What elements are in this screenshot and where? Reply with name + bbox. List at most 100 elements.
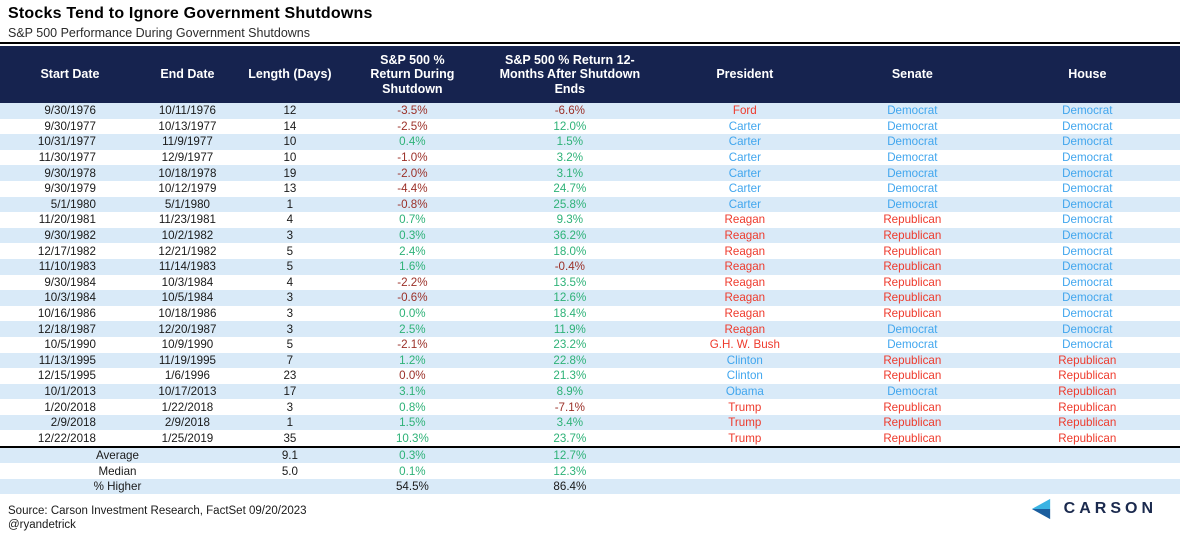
house-cell: Democrat <box>1062 307 1113 321</box>
end-date-cell: 12/21/1982 <box>158 244 217 258</box>
length-cell: 5 <box>286 244 294 258</box>
length-cell: 4 <box>286 213 294 227</box>
return-after-cell: 23.2% <box>553 338 587 352</box>
start-date-cell: 9/30/1984 <box>44 275 96 289</box>
return-during-cell: -0.6% <box>397 291 428 305</box>
president-cell: Reagan <box>724 244 766 258</box>
length-cell: 23 <box>283 369 297 383</box>
senate-cell: Democrat <box>887 384 938 398</box>
president-cell: Trump <box>728 431 762 445</box>
senate-cell: Democrat <box>887 104 938 118</box>
return-after-cell: -7.1% <box>554 400 585 414</box>
source-note: Source: Carson Investment Research, Fact… <box>8 504 307 533</box>
summary-after-cell: 86.4% <box>553 480 587 494</box>
president-cell: Carter <box>728 119 761 133</box>
senate-cell: Democrat <box>887 135 938 149</box>
end-date-cell: 12/20/1987 <box>158 322 217 336</box>
senate-cell: Democrat <box>887 322 938 336</box>
header-senate: Senate <box>891 67 933 82</box>
return-during-cell: 10.3% <box>395 431 429 445</box>
start-date-cell: 11/10/1983 <box>38 260 96 274</box>
end-date-cell: 1/22/2018 <box>161 400 214 414</box>
return-during-cell: 3.1% <box>399 384 426 398</box>
president-cell: Carter <box>728 166 761 180</box>
table-row: 10/1/2013 10/17/2013 17 3.1% 8.9% Obama … <box>0 383 1180 400</box>
carson-logo-text: CARSON <box>1063 500 1157 517</box>
return-after-cell: 22.8% <box>553 353 587 367</box>
president-cell: Reagan <box>724 322 766 336</box>
senate-cell: Democrat <box>887 151 938 165</box>
return-after-cell: 13.5% <box>553 275 587 289</box>
house-cell: Republican <box>1058 416 1117 430</box>
return-during-cell: -1.0% <box>397 151 428 165</box>
return-during-cell: 1.2% <box>399 353 426 367</box>
start-date-cell: 10/31/1977 <box>37 135 96 149</box>
return-during-cell: -2.0% <box>397 166 428 180</box>
end-date-cell: 10/2/1982 <box>161 229 214 243</box>
senate-cell: Democrat <box>887 197 938 211</box>
summary-length-cell: 9.1 <box>281 449 298 463</box>
senate-cell: Republican <box>883 307 942 321</box>
return-after-cell: 3.4% <box>556 416 584 430</box>
house-cell: Democrat <box>1062 119 1113 133</box>
summary-row: % Higher 54.5% 86.4% <box>0 478 1180 495</box>
return-during-cell: -3.5% <box>397 104 428 118</box>
social-handle: @ryandetrick <box>8 519 76 532</box>
table-row: 10/5/1990 10/9/1990 5 -2.1% 23.2% G.H. W… <box>0 337 1180 353</box>
house-cell: Republican <box>1058 400 1117 414</box>
return-during-cell: -4.4% <box>397 182 428 196</box>
senate-cell: Republican <box>883 275 942 289</box>
start-date-cell: 10/5/1990 <box>44 338 96 352</box>
house-cell: Democrat <box>1062 275 1113 289</box>
start-date-cell: 9/30/1979 <box>44 182 96 196</box>
senate-cell: Republican <box>883 244 942 258</box>
summary-label-cell: Median <box>98 464 137 478</box>
end-date-cell: 11/19/1995 <box>158 353 217 367</box>
return-after-cell: -0.4% <box>554 260 585 274</box>
end-date-cell: 11/23/1981 <box>158 213 217 227</box>
start-date-cell: 11/30/1977 <box>38 151 96 165</box>
end-date-cell: 2/9/2018 <box>164 416 210 430</box>
return-during-cell: 0.8% <box>399 400 426 414</box>
length-cell: 35 <box>283 431 297 445</box>
table-row: 11/13/1995 11/19/1995 7 1.2% 22.8% Clint… <box>0 352 1180 369</box>
header-start-date: Start Date <box>40 67 100 82</box>
house-cell: Democrat <box>1062 197 1113 211</box>
length-cell: 3 <box>286 322 294 336</box>
summary-rows: Average 9.1 0.3% 12.7% Median 5.0 0.1% 1… <box>0 446 1180 495</box>
header-return-during: S&P 500 % Return During Shutdown <box>370 52 455 96</box>
start-date-cell: 9/30/1978 <box>44 166 96 180</box>
return-during-cell: 0.3% <box>399 229 426 243</box>
length-cell: 12 <box>283 104 297 118</box>
end-date-cell: 12/9/1977 <box>161 151 214 165</box>
length-cell: 1 <box>286 416 294 430</box>
length-cell: 13 <box>283 182 297 196</box>
return-after-cell: 3.1% <box>556 166 584 180</box>
president-cell: Carter <box>728 151 761 165</box>
table-row: 12/18/1987 12/20/1987 3 2.5% 11.9% Reaga… <box>0 321 1180 337</box>
summary-length-cell: 5.0 <box>281 464 298 478</box>
president-cell: Carter <box>728 182 761 196</box>
house-cell: Democrat <box>1062 135 1113 149</box>
house-cell: Democrat <box>1062 229 1113 243</box>
senate-cell: Democrat <box>887 166 938 180</box>
house-cell: Republican <box>1058 384 1117 398</box>
table-row: 5/1/1980 5/1/1980 1 -0.8% 25.8% Carter D… <box>0 196 1180 213</box>
end-date-cell: 1/6/1996 <box>164 369 210 383</box>
house-cell: Democrat <box>1062 338 1113 352</box>
house-cell: Democrat <box>1062 104 1113 118</box>
return-during-cell: 1.5% <box>399 416 426 430</box>
return-after-cell: 11.9% <box>553 322 586 336</box>
president-cell: Trump <box>728 416 762 430</box>
return-after-cell: 36.2% <box>553 229 587 243</box>
return-after-cell: 25.8% <box>553 197 587 211</box>
end-date-cell: 10/18/1978 <box>158 166 217 180</box>
table-row: 11/20/1981 11/23/1981 4 0.7% 9.3% Reagan… <box>0 212 1180 228</box>
start-date-cell: 10/1/2013 <box>44 384 96 398</box>
end-date-cell: 10/5/1984 <box>161 291 214 305</box>
start-date-cell: 11/20/1981 <box>38 213 96 227</box>
president-cell: Carter <box>728 197 761 211</box>
return-after-cell: 24.7% <box>553 182 587 196</box>
return-during-cell: -2.1% <box>397 338 428 352</box>
start-date-cell: 10/3/1984 <box>44 291 96 305</box>
